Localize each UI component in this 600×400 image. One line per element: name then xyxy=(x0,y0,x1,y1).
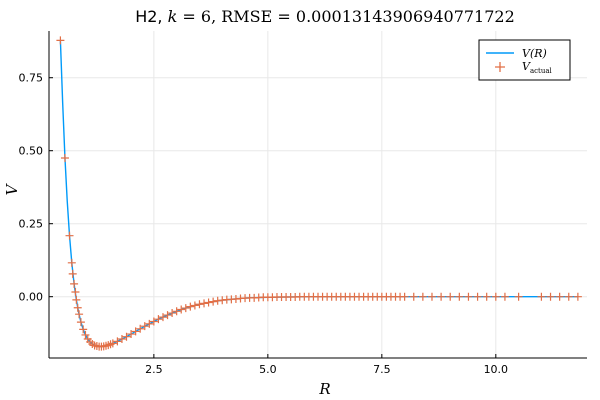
chart-title: H2, k = 6, RMSE = 0.00013143906940771722 xyxy=(135,7,515,26)
actual-marker xyxy=(168,309,177,318)
chart-title-eq: = xyxy=(177,7,201,26)
actual-marker xyxy=(127,330,136,339)
actual-marker xyxy=(437,292,446,301)
axes xyxy=(48,31,587,359)
legend-fit-arg: (R) xyxy=(530,47,547,60)
actual-marker xyxy=(70,279,79,288)
chart-title-eq2: = xyxy=(272,7,296,26)
y-tick-label: 0.50 xyxy=(19,145,44,158)
actual-marker xyxy=(200,299,209,308)
actual-marker xyxy=(190,301,199,310)
actual-marker xyxy=(140,322,149,331)
legend-actual-name: V xyxy=(522,60,531,73)
legend-fit-name: V xyxy=(522,47,531,60)
actual-marker xyxy=(113,337,122,346)
actual-marker xyxy=(473,292,482,301)
actual-marker xyxy=(145,319,154,328)
y-tick-label: 0.25 xyxy=(19,218,44,231)
actual-marker xyxy=(81,330,90,339)
x-tick-label: 7.5 xyxy=(373,363,391,376)
actual-marker xyxy=(186,302,195,311)
x-tick-label: 5.0 xyxy=(259,363,277,376)
actual-marker xyxy=(154,315,163,324)
actual-marker xyxy=(514,292,523,301)
actual-marker xyxy=(172,307,181,316)
x-tick-label: 10.0 xyxy=(484,363,509,376)
actual-marker xyxy=(149,317,158,326)
actual-marker xyxy=(56,36,65,45)
chart-title-rmse-symbol: RMSE xyxy=(221,7,272,26)
actual-marker xyxy=(60,154,69,162)
y-axis-label: V xyxy=(3,182,21,195)
actual-marker xyxy=(158,313,167,322)
actual-marker xyxy=(195,300,204,309)
chart-title-prefix: H2, xyxy=(135,7,167,26)
actual-marker xyxy=(181,304,190,313)
actual-marker xyxy=(117,335,126,344)
actual-marker xyxy=(446,292,455,301)
actual-marker xyxy=(482,292,491,301)
actual-marker xyxy=(79,325,88,334)
actual-marker xyxy=(71,288,80,297)
actual-marker xyxy=(72,295,81,304)
legend-marker-swatch xyxy=(495,62,505,72)
actual-marker xyxy=(546,292,555,301)
x-tick-label: 2.5 xyxy=(145,363,163,376)
actual-marker xyxy=(68,269,77,278)
actual-marker xyxy=(500,292,509,301)
x-axis-label: R xyxy=(318,380,330,398)
actual-marker xyxy=(400,292,409,301)
legend-actual-sub: actual xyxy=(530,67,553,75)
legend-box xyxy=(478,39,571,81)
legend-plus-icon xyxy=(495,62,505,72)
actual-marker xyxy=(409,292,418,301)
fit-line xyxy=(59,40,578,348)
tick-labels: 2.5 5.0 7.5 10.0 0.00 0.25 0.50 0.75 xyxy=(19,72,509,376)
actual-marker xyxy=(573,292,582,301)
actual-marker xyxy=(564,292,573,301)
actual-marker xyxy=(75,310,84,319)
actual-marker xyxy=(67,258,76,267)
actual-marker xyxy=(418,292,427,301)
chart-title-rmse-value: 0.00013143906940771722 xyxy=(296,7,515,26)
legend-fit-label: V(R) xyxy=(522,47,547,60)
legend-actual-label: Vactual xyxy=(522,60,553,75)
actual-marker xyxy=(491,292,500,301)
data-series xyxy=(56,36,582,351)
actual-marker xyxy=(455,292,464,301)
actual-marker xyxy=(131,327,140,336)
actual-marker xyxy=(464,292,473,301)
actual-marker xyxy=(537,292,546,301)
actual-marker xyxy=(177,305,186,314)
chart-title-k-value: 6 xyxy=(201,7,211,26)
actual-marker xyxy=(209,297,218,306)
actual-marker xyxy=(73,303,82,312)
chart-title-sep: , xyxy=(211,7,221,26)
actual-marker xyxy=(65,231,74,240)
actual-marker xyxy=(76,318,85,327)
actual-marker xyxy=(108,339,117,348)
chart-title-k-symbol: k xyxy=(168,7,178,26)
y-tick-label: 0.00 xyxy=(19,291,44,304)
actual-marker xyxy=(427,292,436,301)
actual-marker xyxy=(122,332,131,341)
actual-marker xyxy=(555,292,564,301)
actual-marker xyxy=(163,311,172,320)
actual-marker xyxy=(204,298,213,307)
legend: V(R) Vactual xyxy=(478,39,571,81)
actual-marker xyxy=(136,324,145,333)
y-tick-label: 0.75 xyxy=(19,72,44,85)
